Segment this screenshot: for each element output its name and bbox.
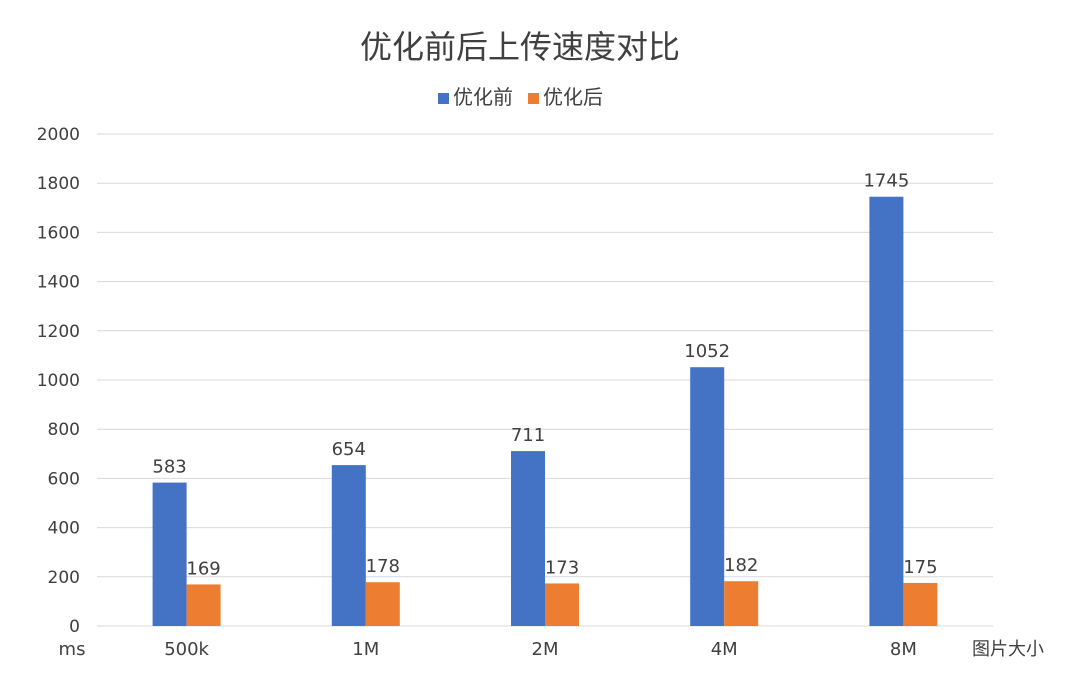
y-tick-label-9: 1800 (37, 174, 80, 194)
bar-0-0 (152, 482, 187, 626)
y-axis-unit-label: ms (59, 639, 86, 660)
y-tick-label-1: 200 (48, 568, 80, 588)
bars (152, 196, 938, 627)
gridlines (97, 133, 993, 627)
data-label-0-4: 1745 (863, 171, 909, 192)
data-label-1-2: 173 (545, 557, 579, 578)
y-tick-label-10: 2000 (37, 125, 80, 145)
data-label-1-3: 182 (724, 555, 758, 576)
legend-label-0: 优化前 (453, 85, 513, 109)
y-tick-label-7: 1400 (37, 273, 80, 293)
bar-0-2 (511, 451, 545, 626)
y-tick-label-6: 1200 (37, 322, 80, 342)
legend-label-1: 优化后 (543, 85, 603, 109)
chart-title: 优化前后上传速度对比 (360, 28, 680, 66)
bar-1-1 (365, 582, 400, 626)
data-label-1-0: 169 (186, 558, 220, 579)
bar-1-2 (545, 583, 579, 626)
data-labels: 583 169 654 178 711 173 1052 182 1745 175 (152, 171, 937, 580)
x-axis-title: 图片大小 (972, 639, 1044, 660)
data-label-1-4: 175 (903, 557, 937, 578)
y-tick-label-5: 1000 (37, 371, 80, 391)
y-tick-label-2: 400 (48, 519, 80, 539)
bar-0-4 (869, 196, 904, 627)
bar-1-4 (903, 582, 938, 626)
x-category-label-2: 2M (532, 639, 559, 660)
bar-1-0 (186, 584, 221, 626)
legend-swatch-1 (528, 93, 539, 104)
bar-0-1 (331, 465, 366, 626)
y-tick-label-8: 1600 (37, 223, 80, 243)
y-axis-ticks: 0 200 400 600 800 1000 1200 1400 1600 1800 2000 (37, 125, 80, 637)
bar-0-3 (690, 367, 725, 626)
x-axis-categories: 500k 1M 2M 4M 8M (164, 639, 917, 660)
data-label-0-1: 654 (332, 439, 366, 460)
x-category-label-0: 500k (164, 639, 209, 660)
x-category-label-4: 8M (890, 639, 917, 660)
x-category-label-1: 1M (352, 639, 379, 660)
data-label-0-3: 1052 (684, 341, 730, 362)
data-label-0-0: 583 (152, 457, 186, 478)
y-tick-label-3: 600 (48, 469, 80, 489)
legend: 优化前 优化后 (438, 85, 603, 109)
y-tick-label-0: 0 (69, 617, 80, 637)
x-category-label-3: 4M (711, 639, 738, 660)
data-label-0-2: 711 (511, 425, 545, 446)
legend-swatch-0 (438, 93, 449, 104)
bar-1-3 (724, 581, 759, 626)
y-tick-label-4: 800 (48, 420, 80, 440)
data-label-1-1: 178 (366, 556, 400, 577)
